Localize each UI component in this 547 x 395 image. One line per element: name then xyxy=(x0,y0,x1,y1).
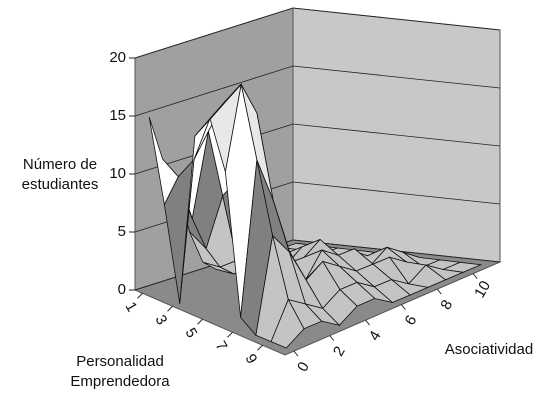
x-tick-label: 3 xyxy=(152,312,171,328)
y-tick xyxy=(472,273,478,279)
grid-line xyxy=(134,65,501,117)
x-tick-label: 9 xyxy=(242,351,261,367)
x-tick xyxy=(167,305,173,312)
y-tick-label: 2 xyxy=(330,343,349,359)
y-tick-label: 10 xyxy=(471,278,494,301)
x-axis-title: Emprendedora xyxy=(70,373,170,390)
z-tick-label: 5 xyxy=(118,223,126,240)
x-tick xyxy=(137,292,143,299)
y-tick xyxy=(365,319,371,326)
y-axis-title: Asociatividad xyxy=(445,341,533,358)
z-axis-title: Número de xyxy=(23,156,97,173)
y-tick xyxy=(401,304,406,310)
y-tick xyxy=(293,350,299,357)
z-tick-label: 0 xyxy=(118,281,126,298)
z-tick-label: 15 xyxy=(109,107,126,124)
x-tick-label: 5 xyxy=(182,325,201,341)
z-axis-title: estudiantes xyxy=(22,176,99,193)
x-tick-label: 7 xyxy=(212,338,231,354)
x-axis-title: Personalidad xyxy=(76,353,164,370)
z-tick-label: 20 xyxy=(109,49,126,66)
grid-line xyxy=(134,7,501,59)
surface-patch xyxy=(270,298,305,349)
x-tick-label: 1 xyxy=(122,299,141,315)
y-tick-label: 4 xyxy=(366,328,385,344)
y-tick-label: 6 xyxy=(402,312,421,328)
x-tick xyxy=(227,331,233,338)
y-tick xyxy=(436,288,442,295)
y-tick-label: 0 xyxy=(294,359,313,375)
x-tick xyxy=(197,318,203,325)
y-tick xyxy=(329,335,335,341)
x-tick xyxy=(257,344,263,351)
grid-line xyxy=(134,123,501,175)
grid-line xyxy=(134,239,501,291)
y-tick-label: 8 xyxy=(437,297,456,313)
z-tick-label: 10 xyxy=(109,165,126,182)
